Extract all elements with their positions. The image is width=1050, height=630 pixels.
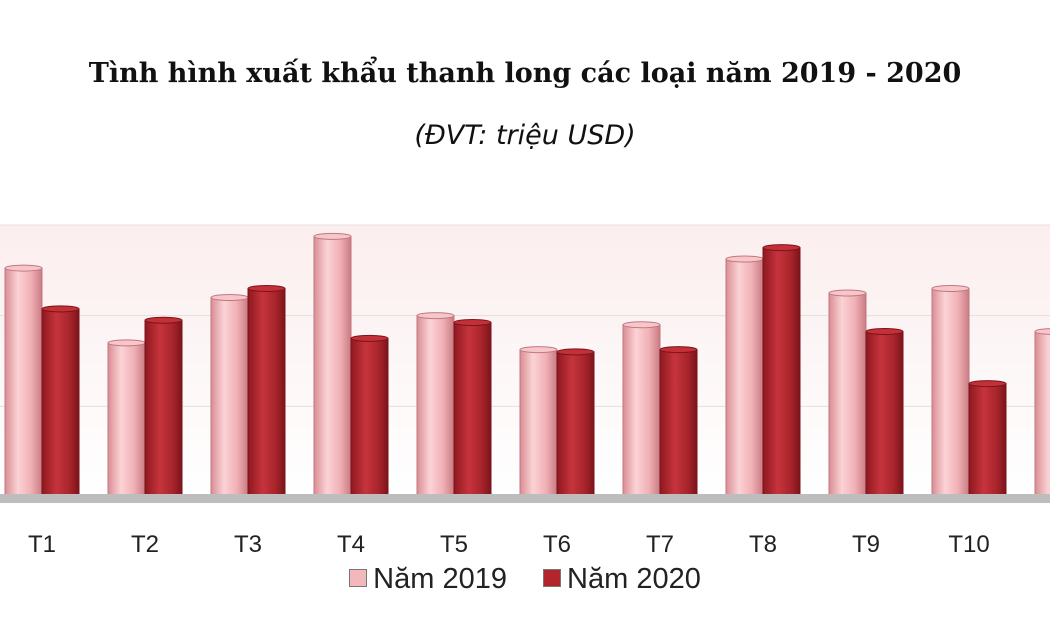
legend-label-2020: Năm 2020 bbox=[567, 562, 701, 595]
x-axis-ticks: T1T2T3T4T5T6T7T8T9T10T11 bbox=[28, 531, 990, 558]
legend-item-2019: Năm 2019 bbox=[349, 563, 507, 596]
plot-floor bbox=[0, 494, 1050, 503]
chart-title: Tình hình xuất khẩu thanh long các loại … bbox=[88, 58, 962, 89]
tick-label-T1: T1 bbox=[28, 531, 56, 558]
legend: Năm 2019 Năm 2020 bbox=[0, 562, 1050, 596]
legend-swatch-2020 bbox=[543, 569, 562, 588]
bar-T3-2020 bbox=[247, 284, 286, 498]
bar-chart: T1T2T3T4T5T6T7T8T9T10T11 bbox=[0, 224, 1050, 558]
bar-T6-2019 bbox=[519, 346, 558, 498]
bar-T8-2019 bbox=[725, 255, 764, 498]
bar-T4-2020 bbox=[350, 334, 389, 498]
legend-item-2020: Năm 2020 bbox=[543, 563, 701, 596]
bar-T1-2019 bbox=[4, 264, 43, 498]
legend-label-2019: Năm 2019 bbox=[373, 562, 507, 595]
bar-T7-2019 bbox=[622, 321, 661, 498]
tick-label-T2: T2 bbox=[131, 531, 159, 558]
legend-swatch-2019 bbox=[349, 569, 368, 588]
bar-T5-2020 bbox=[453, 318, 492, 498]
bar-T9-2020 bbox=[865, 328, 904, 498]
bar-T1-2020 bbox=[41, 305, 80, 498]
tick-label-T5: T5 bbox=[440, 531, 468, 558]
bar-T10-2020 bbox=[968, 380, 1007, 498]
bar-T4-2019 bbox=[313, 232, 352, 498]
bar-T3-2019 bbox=[210, 294, 249, 498]
tick-label-T10: T10 bbox=[948, 531, 989, 558]
tick-label-T3: T3 bbox=[234, 531, 262, 558]
bar-T2-2020 bbox=[144, 316, 183, 498]
tick-label-T4: T4 bbox=[337, 531, 365, 558]
tick-label-T7: T7 bbox=[646, 531, 674, 558]
bar-T7-2020 bbox=[659, 346, 698, 498]
tick-label-T9: T9 bbox=[852, 531, 880, 558]
tick-label-T8: T8 bbox=[749, 531, 777, 558]
bar-T2-2019 bbox=[107, 339, 146, 498]
chart-subtitle: (ĐVT: triệu USD) bbox=[414, 120, 636, 151]
bars bbox=[4, 232, 1050, 498]
bar-T10-2019 bbox=[931, 284, 970, 498]
bar-T9-2019 bbox=[828, 289, 867, 498]
bar-T5-2019 bbox=[416, 312, 455, 498]
tick-label-T6: T6 bbox=[543, 531, 571, 558]
bar-T11-2019 bbox=[1034, 328, 1050, 498]
bar-T6-2020 bbox=[556, 348, 595, 498]
bar-T8-2020 bbox=[762, 244, 801, 498]
